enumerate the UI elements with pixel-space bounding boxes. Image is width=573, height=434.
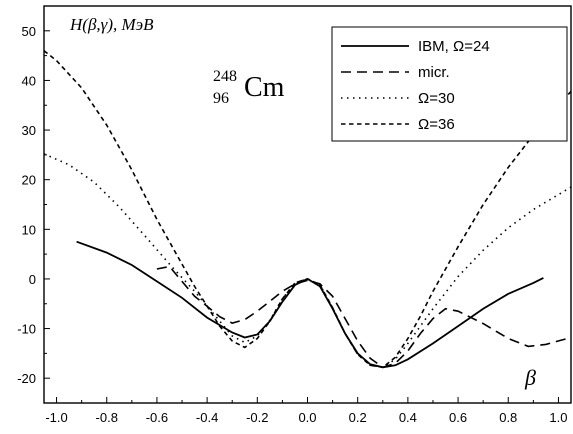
x-tick-label: -0.6 bbox=[146, 410, 168, 425]
x-tick-label: 0.6 bbox=[449, 410, 467, 425]
series-line-2 bbox=[156, 265, 572, 369]
y-tick-label: -10 bbox=[17, 322, 36, 337]
mass-number: 248 bbox=[213, 68, 237, 85]
x-tick-label: -1.0 bbox=[45, 410, 67, 425]
y-tick-label: -20 bbox=[17, 371, 36, 386]
x-axis-label: β bbox=[524, 365, 536, 390]
x-tick-label: 0.0 bbox=[298, 410, 316, 425]
atomic-number: 96 bbox=[213, 90, 229, 107]
series-line-3 bbox=[43, 153, 572, 369]
series-line-1 bbox=[76, 240, 544, 369]
element-symbol: Cm bbox=[244, 72, 285, 103]
x-tick-label: -0.8 bbox=[96, 410, 118, 425]
y-tick-label: 30 bbox=[22, 123, 36, 138]
x-tick-label: 0.8 bbox=[499, 410, 517, 425]
x-tick-label: -0.2 bbox=[246, 410, 268, 425]
x-tick-label: -0.4 bbox=[196, 410, 218, 425]
x-tick-label: 1.0 bbox=[549, 410, 567, 425]
legend-label-4: Ω=36 bbox=[418, 116, 455, 133]
legend: IBM, Ω=24 micr. Ω=30 Ω=36 bbox=[331, 26, 568, 142]
legend-label-2: micr. bbox=[418, 64, 450, 81]
y-tick-label: 50 bbox=[22, 24, 36, 39]
nucleus-annotation: 248 96 Cm bbox=[213, 68, 285, 107]
y-axis-label: H(β,γ), МэВ bbox=[69, 15, 154, 34]
y-tick-label: 40 bbox=[22, 73, 36, 88]
series-line-4 bbox=[43, 50, 572, 369]
y-tick-label: 0 bbox=[29, 272, 36, 287]
y-tick-label: 10 bbox=[22, 222, 36, 237]
x-tick-label: 0.2 bbox=[349, 410, 367, 425]
legend-label-3: Ω=30 bbox=[418, 90, 455, 107]
x-tick-label: 0.4 bbox=[399, 410, 417, 425]
legend-label-1: IBM, Ω=24 bbox=[418, 38, 490, 55]
y-tick-label: 20 bbox=[22, 173, 36, 188]
